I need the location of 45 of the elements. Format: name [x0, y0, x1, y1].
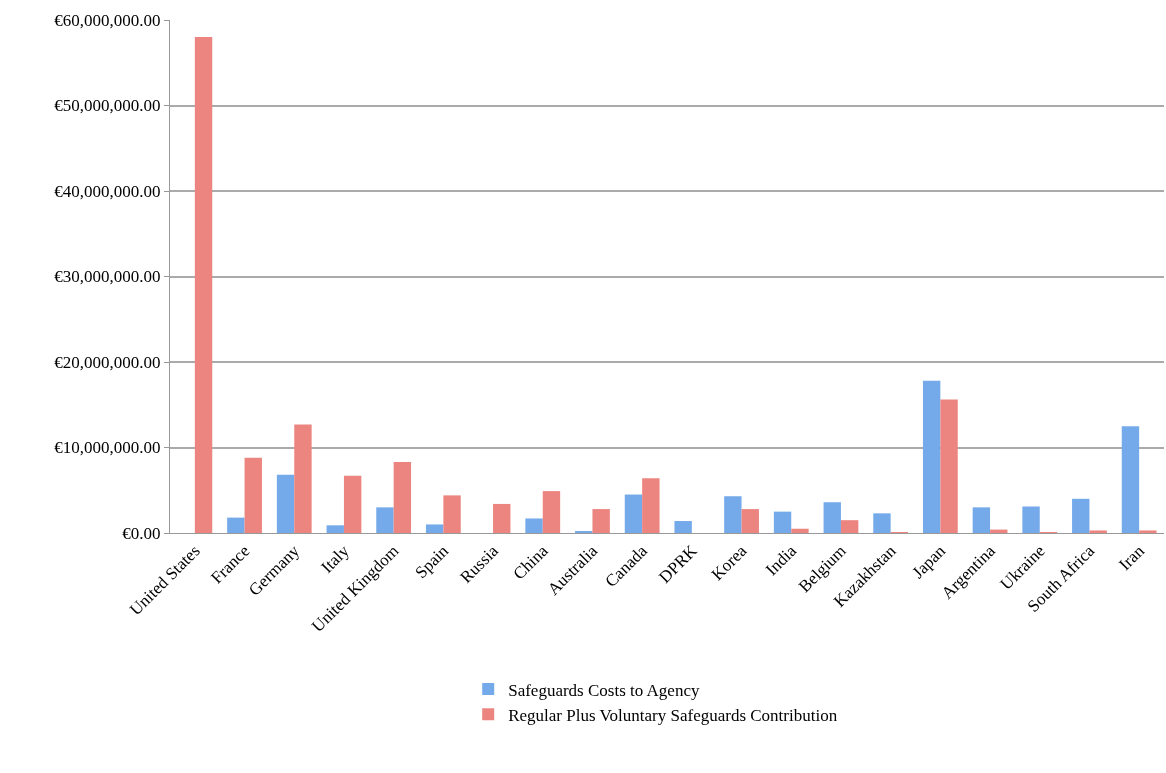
bar	[972, 507, 991, 533]
bar	[244, 457, 262, 533]
bar	[791, 528, 809, 533]
bar	[326, 525, 344, 533]
bar	[642, 478, 660, 533]
legend-label: Safeguards Costs to Agency	[508, 680, 700, 700]
bar	[1121, 426, 1140, 533]
y-tick-label: €50,000,000.00	[54, 96, 161, 116]
bar	[741, 509, 759, 533]
bar	[425, 524, 444, 533]
bar	[940, 399, 958, 533]
y-tick-label: €60,000,000.00	[54, 10, 161, 30]
bar	[624, 494, 643, 533]
bar	[276, 474, 295, 533]
bar	[343, 475, 362, 533]
bar	[227, 517, 245, 533]
bar	[493, 503, 511, 533]
y-tick-label: €30,000,000.00	[54, 267, 161, 287]
bar	[724, 496, 742, 533]
bar	[376, 507, 394, 533]
bar	[443, 495, 461, 533]
x-tick-label: India	[761, 540, 801, 580]
y-tick-label: €0.00	[122, 523, 161, 543]
bar	[873, 513, 891, 533]
bar	[1089, 530, 1107, 533]
bar	[393, 462, 412, 533]
bar	[840, 520, 859, 533]
y-tick-label: €40,000,000.00	[54, 181, 161, 201]
bar	[542, 491, 561, 533]
bar	[194, 37, 213, 533]
bar	[1072, 498, 1090, 533]
bar	[592, 509, 610, 533]
y-tick-label: €20,000,000.00	[54, 352, 161, 372]
bar	[525, 518, 543, 533]
legend-label: Regular Plus Voluntary Safeguards Contribution	[508, 705, 838, 725]
bar	[1139, 530, 1157, 533]
bar	[773, 511, 792, 533]
x-tick-label: Iran	[1115, 540, 1149, 575]
bar	[823, 502, 841, 533]
x-tick-label: Italy	[317, 540, 354, 577]
bar	[1022, 506, 1040, 533]
y-tick-label: €10,000,000.00	[54, 438, 161, 458]
bar	[674, 521, 692, 533]
bar	[294, 424, 312, 533]
bar	[922, 380, 941, 533]
